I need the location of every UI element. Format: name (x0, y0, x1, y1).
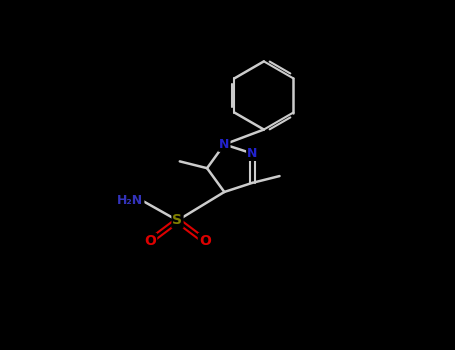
Text: O: O (199, 234, 211, 248)
Text: S: S (172, 214, 182, 228)
Text: N: N (247, 147, 258, 160)
Text: O: O (144, 234, 156, 248)
Text: N: N (219, 138, 229, 151)
Text: H₂N: H₂N (117, 194, 143, 206)
